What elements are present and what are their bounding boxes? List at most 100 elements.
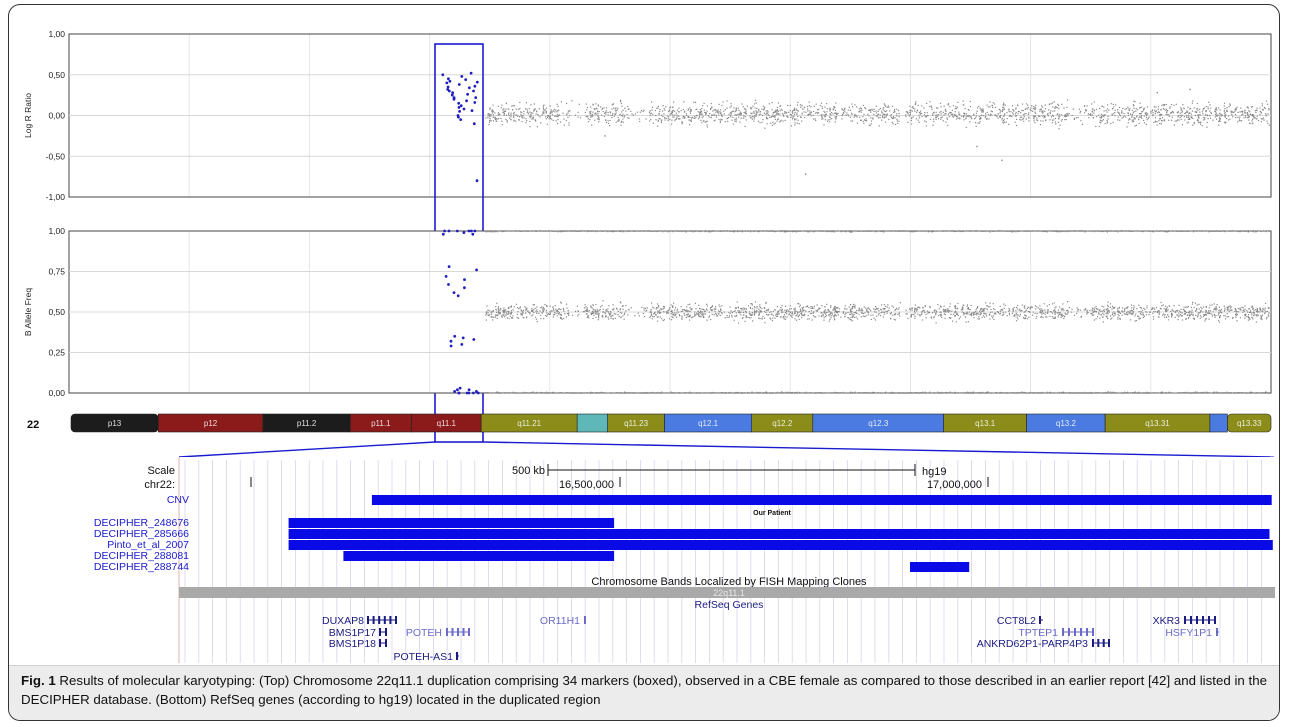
baf-data-point (973, 312, 975, 314)
baf-data-point (590, 305, 592, 307)
lrr-data-point (1240, 107, 1242, 109)
baf-data-point (1103, 309, 1105, 311)
baf-data-point (977, 306, 979, 308)
lrr-data-point (513, 120, 515, 122)
baf-data-point (1243, 310, 1246, 312)
lrr-data-point (1033, 120, 1035, 122)
lrr-data-point (497, 112, 499, 114)
lrr-data-point (543, 112, 545, 114)
lrr-data-point (1018, 111, 1020, 113)
baf-data-point (1226, 306, 1228, 308)
lrr-data-point (1051, 122, 1053, 124)
baf-data-point (1062, 308, 1064, 310)
lrr-data-point (628, 108, 630, 110)
baf-data-point (1060, 314, 1062, 316)
lrr-data-point (1248, 110, 1250, 112)
baf-data-point (1113, 307, 1115, 309)
baf-data-point (656, 307, 658, 309)
lrr-data-point (1071, 114, 1073, 117)
lrr-data-point (1111, 108, 1114, 110)
baf-data-point (710, 230, 712, 232)
baf-data-point (837, 311, 839, 313)
lrr-data-point (980, 118, 982, 120)
baf-data-point (748, 313, 750, 315)
baf-data-point (892, 306, 894, 308)
baf-data-point (1061, 308, 1063, 310)
lrr-data-point (1143, 108, 1145, 110)
baf-data-point (718, 310, 720, 312)
baf-data-point (855, 312, 857, 314)
lrr-data-point (657, 125, 659, 127)
baf-data-point (1061, 309, 1063, 311)
baf-data-point (1054, 309, 1056, 311)
lrr-data-point (1058, 128, 1060, 130)
baf-data-point (1119, 317, 1121, 319)
lrr-data-point (787, 104, 789, 107)
lrr-data-point (773, 123, 775, 125)
lrr-data-point (1261, 105, 1263, 107)
lrr-data-point (1003, 108, 1005, 110)
baf-data-point (833, 314, 835, 316)
baf-data-point (826, 231, 828, 233)
lrr-data-point (597, 115, 599, 117)
baf-data-point (676, 312, 678, 314)
lrr-data-point (945, 113, 947, 115)
baf-data-point (710, 307, 712, 309)
lrr-data-point (841, 108, 843, 110)
baf-data-point (909, 308, 911, 310)
baf-data-point (504, 314, 506, 316)
lrr-data-point (1127, 106, 1129, 108)
baf-data-point (538, 312, 540, 314)
baf-data-point (825, 313, 827, 315)
baf-data-point (692, 231, 694, 233)
lrr-data-point (842, 113, 844, 116)
lrr-data-point (1091, 114, 1093, 116)
lrr-data-point (551, 110, 553, 112)
lrr-data-point (1244, 115, 1246, 117)
lrr-data-point (862, 116, 864, 118)
baf-data-point (800, 310, 802, 312)
baf-data-point (763, 310, 766, 313)
baf-data-point (539, 310, 541, 312)
baf-data-point (1261, 315, 1263, 317)
lrr-data-point (1119, 115, 1121, 117)
lrr-data-point (1084, 105, 1086, 107)
baf-data-point (617, 310, 619, 312)
lrr-data-point (597, 112, 599, 114)
baf-data-point (818, 315, 820, 317)
baf-data-point (824, 230, 826, 232)
baf-data-point (993, 230, 995, 232)
lrr-data-point (645, 118, 647, 120)
lrr-data-point (891, 117, 893, 119)
baf-data-point (719, 310, 721, 313)
lrr-data-point (1135, 108, 1137, 110)
baf-data-point (1110, 315, 1112, 317)
lrr-tick-label: -1,00 (46, 192, 66, 202)
lrr-data-point (703, 109, 705, 111)
lrr-data-point (492, 120, 494, 122)
baf-data-point (1099, 317, 1101, 319)
baf-data-point (1026, 307, 1029, 309)
baf-data-point (849, 308, 851, 310)
baf-data-point (1181, 315, 1183, 317)
lrr-data-point (1243, 117, 1245, 119)
baf-data-point (684, 309, 686, 311)
baf-data-point (740, 230, 742, 232)
baf-data-point (1103, 311, 1105, 313)
baf-data-point (679, 315, 681, 317)
lrr-data-point (662, 115, 664, 117)
lrr-data-point (501, 104, 503, 106)
baf-data-point (807, 306, 809, 308)
baf-data-point (1160, 308, 1162, 310)
lrr-marker-point (457, 83, 461, 86)
baf-data-point (637, 312, 639, 314)
baf-data-point (1226, 308, 1228, 310)
lrr-data-point (617, 120, 619, 122)
lrr-data-point (536, 110, 538, 112)
baf-data-point (815, 309, 817, 312)
baf-data-point (715, 313, 717, 315)
lrr-data-point (651, 101, 653, 103)
baf-data-point (687, 304, 689, 306)
baf-data-point (943, 313, 945, 315)
lrr-data-point (669, 114, 671, 116)
